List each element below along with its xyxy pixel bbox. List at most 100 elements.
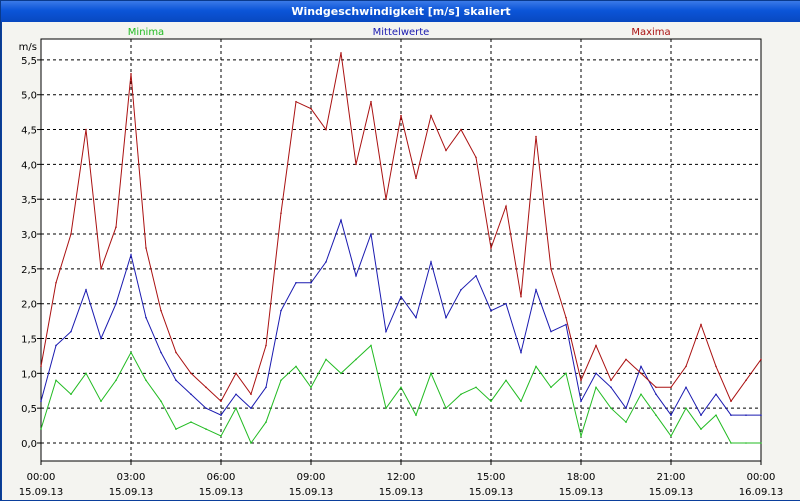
data-point-maxima <box>160 309 162 312</box>
data-point-mittelwerte <box>760 414 762 416</box>
data-point-maxima <box>370 100 372 103</box>
y-tick-label: 5,0 <box>21 91 37 102</box>
data-point-minima <box>160 400 162 403</box>
data-point-mittelwerte <box>175 379 177 382</box>
data-point-minima <box>550 386 552 389</box>
data-point-mittelwerte <box>655 393 657 396</box>
data-point-mittelwerte <box>415 316 417 319</box>
data-point-minima <box>250 442 252 444</box>
data-point-mittelwerte <box>580 400 582 403</box>
data-point-mittelwerte <box>400 295 402 298</box>
data-point-maxima <box>655 386 657 389</box>
data-point-maxima <box>730 400 732 403</box>
data-point-minima <box>700 428 702 430</box>
data-point-mittelwerte <box>670 414 672 416</box>
data-point-mittelwerte <box>265 386 267 389</box>
y-tick-label: 0,0 <box>21 439 37 450</box>
data-point-maxima <box>685 365 687 368</box>
data-point-mittelwerte <box>715 393 717 396</box>
data-point-maxima <box>145 247 147 249</box>
data-point-minima <box>610 407 612 409</box>
data-point-mittelwerte <box>310 281 312 284</box>
data-point-mittelwerte <box>595 372 597 375</box>
x-tick-date: 15.09.13 <box>289 487 334 498</box>
x-tick-time: 21:00 <box>657 472 686 483</box>
data-point-minima <box>565 372 567 375</box>
data-point-minima <box>655 414 657 416</box>
data-point-maxima <box>700 323 702 326</box>
x-tick-date: 15.09.13 <box>199 487 244 498</box>
data-point-mittelwerte <box>355 275 357 277</box>
data-point-mittelwerte <box>370 233 372 235</box>
x-tick-time: 03:00 <box>117 472 146 483</box>
legend-item-minima: Minima <box>128 27 164 38</box>
data-point-mittelwerte <box>190 393 192 396</box>
data-point-minima <box>370 344 372 347</box>
data-point-mittelwerte <box>250 407 252 409</box>
data-point-minima <box>415 414 417 416</box>
data-point-maxima <box>715 365 717 368</box>
data-point-minima <box>445 407 447 409</box>
x-tick-time: 15:00 <box>477 472 506 483</box>
data-point-maxima <box>610 379 612 382</box>
data-point-minima <box>205 428 207 430</box>
data-point-maxima <box>625 358 627 361</box>
y-tick-label: 5,5 <box>21 56 37 67</box>
data-point-minima <box>580 435 582 437</box>
data-point-minima <box>460 393 462 396</box>
x-tick-date: 16.09.13 <box>739 487 784 498</box>
data-point-minima <box>190 421 192 423</box>
data-point-mittelwerte <box>130 254 132 256</box>
data-point-mittelwerte <box>730 414 732 416</box>
data-point-maxima <box>55 281 57 284</box>
x-tick-date: 15.09.13 <box>559 487 604 498</box>
data-point-maxima <box>445 149 447 152</box>
data-point-maxima <box>235 372 237 375</box>
data-point-mittelwerte <box>40 400 42 403</box>
data-point-maxima <box>505 205 507 207</box>
y-tick-label: 1,5 <box>21 335 37 346</box>
data-point-mittelwerte <box>640 365 642 368</box>
data-point-maxima <box>520 295 522 298</box>
data-point-maxima <box>295 100 297 103</box>
data-point-maxima <box>355 163 357 166</box>
data-point-minima <box>220 435 222 437</box>
data-point-minima <box>355 358 357 361</box>
data-point-mittelwerte <box>535 288 537 291</box>
data-point-maxima <box>100 268 102 270</box>
data-point-maxima <box>70 233 72 235</box>
data-point-maxima <box>670 386 672 389</box>
data-point-minima <box>475 386 477 389</box>
data-point-mittelwerte <box>700 414 702 416</box>
data-point-minima <box>595 386 597 389</box>
data-point-minima <box>520 400 522 403</box>
data-point-mittelwerte <box>475 275 477 277</box>
data-point-mittelwerte <box>685 386 687 389</box>
data-point-minima <box>115 379 117 382</box>
data-point-minima <box>670 435 672 437</box>
y-tick-label: 2,0 <box>21 300 37 311</box>
data-point-mittelwerte <box>460 288 462 291</box>
data-point-mittelwerte <box>745 414 747 416</box>
legend-item-mittelwerte: Mittelwerte <box>373 27 430 38</box>
data-point-maxima <box>640 372 642 375</box>
data-point-minima <box>625 421 627 423</box>
data-point-maxima <box>220 400 222 403</box>
data-point-minima <box>490 400 492 403</box>
data-point-minima <box>640 393 642 396</box>
data-point-minima <box>340 372 342 375</box>
data-point-mittelwerte <box>280 309 282 312</box>
data-point-mittelwerte <box>235 393 237 396</box>
data-point-minima <box>535 365 537 368</box>
data-point-minima <box>310 386 312 389</box>
data-point-minima <box>400 386 402 389</box>
data-point-mittelwerte <box>100 337 102 340</box>
data-point-minima <box>100 400 102 403</box>
data-point-mittelwerte <box>115 302 117 305</box>
data-point-maxima <box>430 114 432 117</box>
data-point-minima <box>175 428 177 430</box>
data-point-minima <box>265 421 267 423</box>
data-point-mittelwerte <box>505 302 507 305</box>
y-tick-label: 0,5 <box>21 404 37 415</box>
